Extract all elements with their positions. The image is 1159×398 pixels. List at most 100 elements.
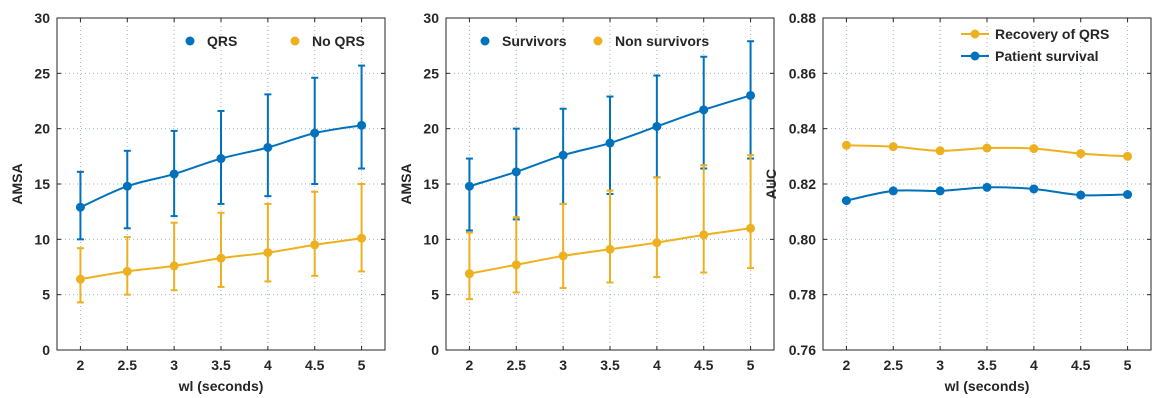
x-tick-label: 5 <box>747 357 755 373</box>
x-tick-label: 4 <box>1030 357 1038 373</box>
data-point <box>1029 144 1039 154</box>
chart-panel-amsa-qrs: 2 2.5 3 3.5 4 4.5 5 0 5 10 15 20 25 30 wl (seconds) AMS… <box>9 10 386 394</box>
data-point <box>75 202 85 212</box>
x-tick-label: 3 <box>559 357 567 373</box>
data-point <box>263 142 273 152</box>
legend-marker <box>290 36 300 46</box>
legend-item: No QRS <box>290 33 365 49</box>
data-point <box>357 120 367 130</box>
y-tick-label: 0.76 <box>789 342 816 358</box>
y-tick-label: 20 <box>423 121 439 137</box>
legend: Recovery of QRS Patient survival <box>961 26 1109 64</box>
legend-marker <box>593 36 603 46</box>
x-tick-label: 4 <box>653 357 661 373</box>
error-bar <box>606 189 614 284</box>
series-0 <box>75 64 367 241</box>
data-point <box>652 238 662 248</box>
y-tick-label: 0.80 <box>789 231 816 247</box>
y-tick-label: 0.82 <box>789 176 816 192</box>
legend-item: Patient survival <box>961 48 1099 64</box>
y-axis-label: AMSA <box>9 163 25 204</box>
x-tick-label: 4.5 <box>305 357 325 373</box>
error-bar <box>311 190 319 277</box>
x-tick-label: 3.5 <box>600 357 620 373</box>
y-tick-label: 0.88 <box>789 10 816 26</box>
data-point <box>122 181 132 191</box>
legend-item: QRS <box>185 33 237 49</box>
legend-item: Recovery of QRS <box>961 26 1109 42</box>
y-tick-label: 20 <box>34 121 50 137</box>
data-point <box>1123 190 1133 200</box>
error-bar <box>512 216 520 294</box>
data-point <box>464 181 474 191</box>
error-bar <box>465 231 473 301</box>
data-point <box>122 266 132 276</box>
y-axis-label: AUC <box>763 169 779 199</box>
error-bar <box>123 236 131 296</box>
data-point <box>511 260 521 270</box>
data-point <box>605 244 615 254</box>
y-tick-label: 15 <box>34 176 50 192</box>
data-point <box>558 150 568 160</box>
error-bar <box>358 183 366 273</box>
legend-marker <box>480 36 490 46</box>
data-point <box>169 169 179 179</box>
error-bar <box>217 211 225 288</box>
legend-item: Non survivors <box>593 33 709 49</box>
y-tick-label: 5 <box>42 287 50 303</box>
y-tick-label: 10 <box>423 231 439 247</box>
x-tick-label: 2.5 <box>884 357 904 373</box>
legend-label: No QRS <box>312 33 365 49</box>
data-point <box>652 121 662 131</box>
legend: Survivors Non survivors <box>480 33 709 49</box>
data-point <box>1076 190 1086 200</box>
error-bar <box>747 154 755 270</box>
data-point <box>935 186 945 196</box>
x-tick-label: 3 <box>936 357 944 373</box>
data-point <box>746 223 756 233</box>
x-axis-label: wl (seconds) <box>944 378 1030 394</box>
legend-marker <box>185 36 195 46</box>
legend-label: Non survivors <box>615 33 709 49</box>
data-point <box>216 154 226 164</box>
data-point <box>464 269 474 279</box>
error-bar <box>264 202 272 283</box>
x-axis-label: wl (seconds) <box>178 378 264 394</box>
error-bar <box>358 64 366 170</box>
legend-label: QRS <box>207 33 237 49</box>
x-tick-label: 2 <box>466 357 474 373</box>
y-tick-label: 0.84 <box>789 121 816 137</box>
data-point <box>1123 151 1133 161</box>
data-point <box>310 128 320 138</box>
data-point <box>699 105 709 115</box>
x-tick-label: 2.5 <box>507 357 527 373</box>
legend-label: Survivors <box>502 33 567 49</box>
series-1 <box>464 154 756 301</box>
x-tick-label: 4.5 <box>694 357 714 373</box>
data-point <box>558 251 568 261</box>
data-point <box>888 186 898 196</box>
legend-item: Survivors <box>480 33 567 49</box>
data-point <box>511 167 521 177</box>
error-bar <box>170 221 178 292</box>
x-tick-label: 5 <box>1124 357 1132 373</box>
data-point <box>982 143 992 153</box>
y-tick-label: 5 <box>431 287 439 303</box>
data-point <box>935 146 945 156</box>
data-point <box>982 182 992 192</box>
series-1 <box>841 182 1133 206</box>
y-axis-label: AMSA <box>398 163 414 204</box>
legend-marker <box>970 51 980 61</box>
series-1 <box>75 183 367 304</box>
y-tick-label: 30 <box>423 10 439 26</box>
x-tick-label: 3.5 <box>211 357 231 373</box>
chart-panel-amsa-survival: 2 2.5 3 3.5 4 4.5 5 0 5 10 15 20 25 30 AMSA Survivors No… <box>398 10 775 373</box>
x-tick-label: 4 <box>264 357 272 373</box>
legend: QRS No QRS <box>185 33 365 49</box>
data-point <box>888 142 898 152</box>
x-tick-label: 2.5 <box>118 357 138 373</box>
data-point <box>263 248 273 258</box>
y-tick-label: 30 <box>34 10 50 26</box>
x-tick-label: 4.5 <box>1071 357 1091 373</box>
